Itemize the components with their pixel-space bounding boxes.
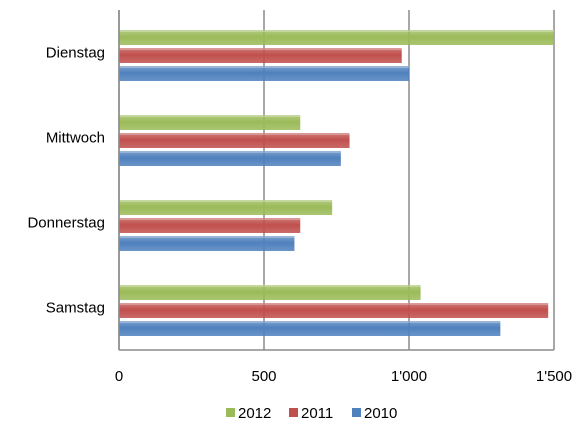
bar-highlight xyxy=(119,66,409,68)
category-label: Mittwoch xyxy=(46,130,105,147)
legend-swatch-2010 xyxy=(352,408,361,417)
category-label: Donnerstag xyxy=(27,215,105,232)
category-labels: Dienstag Mittwoch Donnerstag Samstag xyxy=(27,45,105,317)
legend-swatch-2012 xyxy=(226,408,235,417)
legend-swatch-2011 xyxy=(289,408,298,417)
bar-donnerstag-2010 xyxy=(119,236,295,251)
x-tick-label: 500 xyxy=(251,368,276,385)
bar-dienstag-2010 xyxy=(119,66,409,81)
bar-highlight xyxy=(119,133,350,135)
legend: 2012 2011 2010 xyxy=(226,405,397,422)
tick-labels: 0 500 1'000 1'500 xyxy=(115,368,572,385)
bar-highlight xyxy=(119,303,549,305)
bar-samstag-2011 xyxy=(119,303,549,318)
bar-highlight xyxy=(119,200,333,202)
bar-highlight xyxy=(119,115,301,117)
legend-label-2011: 2011 xyxy=(301,405,333,422)
x-tick-label: 1'000 xyxy=(391,368,427,385)
x-tick-label: 0 xyxy=(115,368,123,385)
bar-samstag-2012 xyxy=(119,285,421,300)
bar-mittwoch-2012 xyxy=(119,115,301,130)
legend-label-2012: 2012 xyxy=(238,405,271,422)
legend-label-2010: 2010 xyxy=(364,405,397,422)
category-label: Samstag xyxy=(46,300,105,317)
bar-mittwoch-2011 xyxy=(119,133,350,148)
bar-donnerstag-2012 xyxy=(119,200,333,215)
category-label: Dienstag xyxy=(46,45,105,62)
x-tick-label: 1'500 xyxy=(536,368,572,385)
bar-dienstag-2012 xyxy=(119,30,554,45)
axes xyxy=(118,10,554,351)
bar-dienstag-2011 xyxy=(119,48,402,63)
bar-mittwoch-2010 xyxy=(119,151,341,166)
bar-highlight xyxy=(119,30,554,32)
bar-highlight xyxy=(119,236,295,238)
bar-donnerstag-2011 xyxy=(119,218,301,233)
bar-highlight xyxy=(119,321,501,323)
bars xyxy=(119,30,554,336)
bar-highlight xyxy=(119,218,301,220)
bar-highlight xyxy=(119,48,402,50)
bar-highlight xyxy=(119,151,341,153)
bar-samstag-2010 xyxy=(119,321,501,336)
bar-highlight xyxy=(119,285,421,287)
